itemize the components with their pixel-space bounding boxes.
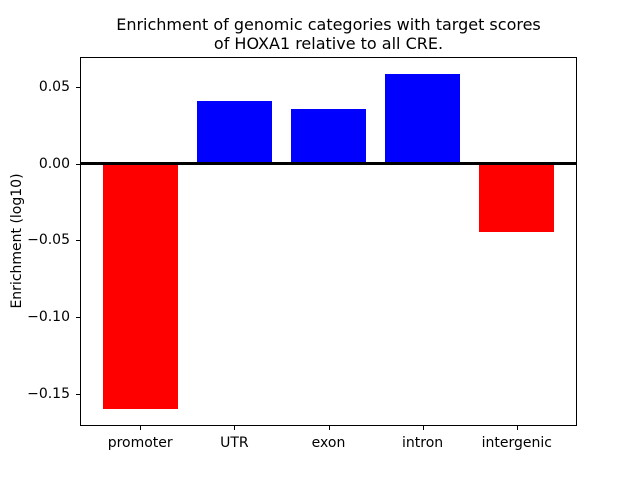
y-tick-label: −0.05 <box>27 232 70 249</box>
chart-title: Enrichment of genomic categories with ta… <box>80 15 577 53</box>
bar-intron <box>385 74 461 164</box>
bar-promoter <box>102 163 178 409</box>
x-tick-mark <box>234 425 236 430</box>
x-tick-label-promoter: promoter <box>107 434 173 451</box>
x-tick-mark <box>140 425 142 430</box>
y-tick-mark <box>76 316 80 318</box>
y-tick-label: −0.15 <box>27 385 70 402</box>
y-tick-mark <box>76 87 80 89</box>
x-tick-label-exon: exon <box>311 434 346 451</box>
y-tick-mark <box>76 393 80 395</box>
chart-title-line2: of HOXA1 relative to all CRE. <box>213 34 444 53</box>
bar-exon <box>290 109 367 164</box>
y-tick-mark <box>76 163 80 165</box>
y-tick-mark <box>76 240 80 242</box>
x-tick-mark <box>516 425 518 430</box>
x-tick-mark <box>422 425 424 430</box>
y-tick-label: 0.05 <box>38 79 70 96</box>
chart-title-line1: Enrichment of genomic categories with ta… <box>116 15 541 34</box>
x-tick-label-UTR: UTR <box>220 434 249 451</box>
y-tick-label: 0.00 <box>38 155 70 172</box>
zero-line <box>80 162 577 166</box>
bar-intergenic <box>479 163 555 232</box>
bar-UTR <box>196 101 272 164</box>
y-tick-label: −0.10 <box>27 308 70 325</box>
x-tick-label-intergenic: intergenic <box>481 434 552 451</box>
x-tick-label-intron: intron <box>402 434 444 451</box>
x-tick-mark <box>328 425 330 430</box>
